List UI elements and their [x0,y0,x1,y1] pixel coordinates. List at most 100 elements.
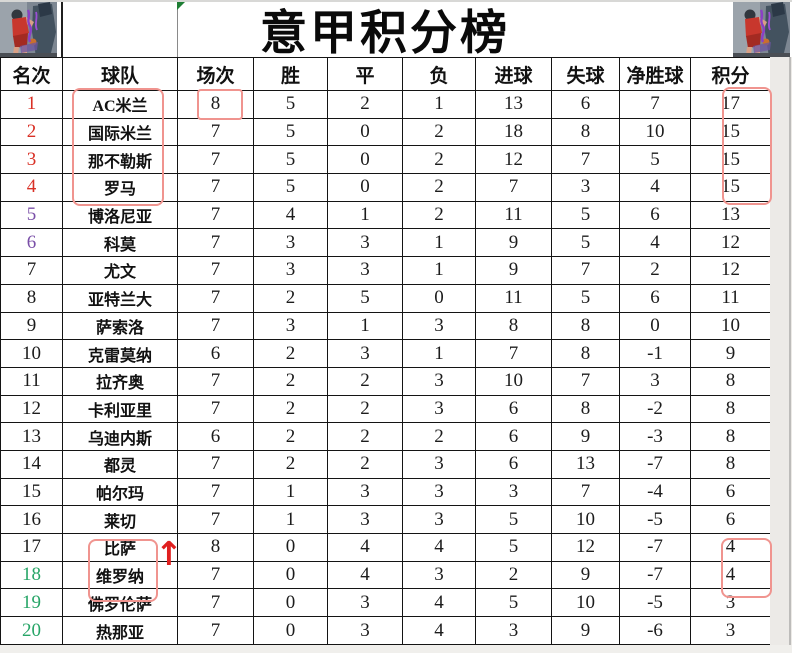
cell-played: 7 [177,588,254,618]
table-row: 11 拉齐奥 7 2 2 3 10 7 3 8 [0,366,771,396]
table-row: 14 都灵 7 2 2 3 6 13 -7 8 [0,449,771,479]
cell-rank: 7 [0,256,63,285]
cell-played: 7 [177,117,254,147]
cell-team: 科莫 [62,228,178,258]
cell-team: 克雷莫纳 [62,339,178,368]
up-arrow-icon: ↑ [155,534,183,573]
table-row: 2 国际米兰 7 5 0 2 18 8 10 15 [0,117,771,147]
cell-goals-for: 5 [475,588,552,618]
cell-goals-for: 11 [475,283,552,313]
cell-rank: 5 [0,200,63,230]
table-row: 5 博洛尼亚 7 4 1 2 11 5 6 13 [0,200,771,230]
cell-points: 6 [690,477,771,507]
table-row: 4 罗马 7 5 0 2 7 3 4 15 [0,173,771,202]
cell-goals-against: 8 [551,311,620,341]
cell-points: 3 [690,616,771,645]
cell-played: 7 [177,449,254,479]
column-header-won: 胜 [253,57,328,91]
cell-team: AC米兰 [62,90,178,119]
cell-won: 0 [253,560,328,590]
cell-goals-against: 9 [551,422,620,451]
title-grid-line-mid [177,2,178,57]
cell-team: 罗马 [62,173,178,202]
cell-points: 4 [690,533,771,562]
cell-goals-for: 2 [475,560,552,590]
cell-goals-for: 10 [475,366,552,396]
cell-won: 2 [253,366,328,396]
cell-team: 乌迪内斯 [62,422,178,451]
cell-played: 7 [177,616,254,645]
cell-lost: 0 [402,283,476,313]
cell-goal-diff: 5 [619,145,691,175]
cell-rank: 13 [0,422,63,451]
cell-won: 5 [253,90,328,119]
cell-won: 2 [253,394,328,424]
cell-rank: 4 [0,173,63,202]
cell-goals-against: 7 [551,477,620,507]
cell-rank: 9 [0,311,63,341]
cell-goals-against: 5 [551,200,620,230]
table-row: 18 维罗纳 7 0 4 3 2 9 -7 4 [0,560,771,590]
cell-goals-for: 7 [475,173,552,202]
top-border-line [0,0,792,2]
cell-lost: 3 [402,366,476,396]
cell-goals-against: 10 [551,505,620,534]
cell-goal-diff: -5 [619,588,691,618]
cell-goal-diff: 3 [619,366,691,396]
cell-goals-against: 8 [551,339,620,368]
cell-lost: 3 [402,394,476,424]
cell-won: 1 [253,477,328,507]
header-row: 名次 球队 场次 胜 平 负 进球 失球 净胜球 积分 [0,57,771,91]
comment-marker-icon [177,2,185,10]
cell-won: 0 [253,616,328,645]
corner-image-left [0,2,57,57]
cell-points: 8 [690,394,771,424]
cell-drawn: 4 [327,533,403,562]
cell-points: 17 [690,90,771,119]
right-edge-line [789,57,791,645]
cell-drawn: 2 [327,394,403,424]
table-row: 8 亚特兰大 7 2 5 0 11 5 6 11 [0,283,771,313]
cell-goal-diff: -6 [619,616,691,645]
cell-goal-diff: 2 [619,256,691,285]
cell-rank: 2 [0,117,63,147]
cell-lost: 3 [402,477,476,507]
cell-drawn: 4 [327,560,403,590]
cell-goals-against: 5 [551,228,620,258]
table-row: 13 乌迪内斯 6 2 2 2 6 9 -3 8 [0,422,771,451]
cell-team: 那不勒斯 [62,145,178,175]
cell-rank: 11 [0,366,63,396]
cell-drawn: 3 [327,505,403,534]
title-grid-line-left [61,2,63,57]
cell-played: 8 [177,533,254,562]
cell-team: 萨索洛 [62,311,178,341]
cell-points: 8 [690,422,771,451]
cell-rank: 18 [0,560,63,590]
cell-goals-for: 9 [475,256,552,285]
cell-goals-for: 8 [475,311,552,341]
page-title: 意甲积分榜 [260,8,510,60]
cell-goal-diff: -1 [619,339,691,368]
cell-lost: 2 [402,200,476,230]
cell-played: 7 [177,228,254,258]
bottom-margin-strip [0,645,792,653]
cell-won: 5 [253,173,328,202]
cell-team: 亚特兰大 [62,283,178,313]
cell-team: 莱切 [62,505,178,534]
cell-drawn: 1 [327,200,403,230]
cell-lost: 4 [402,533,476,562]
cell-drawn: 2 [327,366,403,396]
cell-points: 3 [690,588,771,618]
cell-points: 8 [690,366,771,396]
cell-goals-against: 8 [551,394,620,424]
cell-won: 3 [253,311,328,341]
column-header-drawn: 平 [327,57,403,91]
cell-goals-against: 6 [551,90,620,119]
cell-team: 比萨 [62,533,178,562]
column-header-rank: 名次 [0,57,63,91]
column-header-goal-diff: 净胜球 [619,57,691,91]
cell-team: 尤文 [62,256,178,285]
cell-played: 7 [177,505,254,534]
cell-lost: 3 [402,505,476,534]
